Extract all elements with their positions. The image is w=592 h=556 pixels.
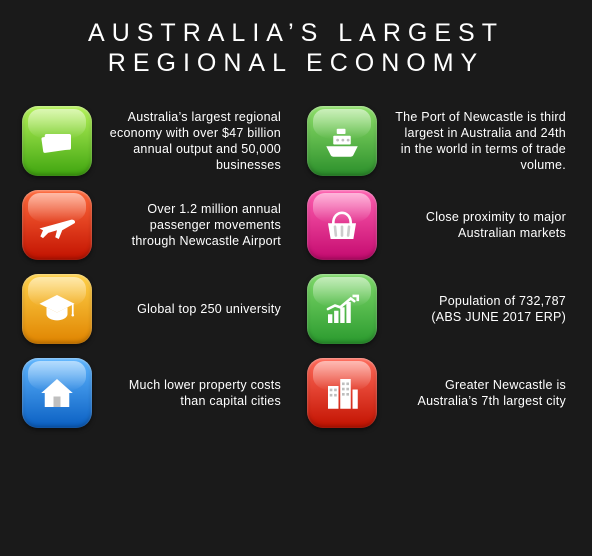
fact-text: Australia’s largest regional economy wit… bbox=[106, 109, 285, 173]
fact-text: The Port of Newcastle is third largest i… bbox=[391, 109, 570, 173]
fact-port: The Port of Newcastle is third largest i… bbox=[307, 106, 570, 176]
fact-airport: Over 1.2 million annual passenger moveme… bbox=[22, 190, 285, 260]
fact-population: Population of 732,787(ABS JUNE 2017 ERP) bbox=[307, 274, 570, 344]
page-title: AUSTRALIA’S LARGESTREGIONAL ECONOMY bbox=[0, 0, 592, 106]
fact-city: Greater Newcastle is Australia’s 7th lar… bbox=[307, 358, 570, 428]
fact-text: Population of 732,787(ABS JUNE 2017 ERP) bbox=[391, 293, 570, 325]
basket-icon bbox=[307, 190, 377, 260]
fact-text: Much lower property costs than capital c… bbox=[106, 377, 285, 409]
fact-property: Much lower property costs than capital c… bbox=[22, 358, 285, 428]
fact-markets: Close proximity to major Australian mark… bbox=[307, 190, 570, 260]
house-icon bbox=[22, 358, 92, 428]
fact-text: Global top 250 university bbox=[106, 301, 285, 317]
svg-text:$: $ bbox=[55, 137, 61, 148]
fact-text: Greater Newcastle is Australia’s 7th lar… bbox=[391, 377, 570, 409]
money-icon: $ bbox=[22, 106, 92, 176]
ship-icon bbox=[307, 106, 377, 176]
buildings-icon bbox=[307, 358, 377, 428]
fact-economy: $ Australia’s largest regional economy wi… bbox=[22, 106, 285, 176]
fact-text: Close proximity to major Australian mark… bbox=[391, 209, 570, 241]
chart-icon bbox=[307, 274, 377, 344]
grad-icon bbox=[22, 274, 92, 344]
facts-grid: $ Australia’s largest regional economy wi… bbox=[0, 106, 592, 428]
fact-university: Global top 250 university bbox=[22, 274, 285, 344]
fact-text: Over 1.2 million annual passenger moveme… bbox=[106, 201, 285, 249]
title-line-1: AUSTRALIA’S LARGESTREGIONAL ECONOMY bbox=[88, 19, 504, 77]
plane-icon bbox=[22, 190, 92, 260]
